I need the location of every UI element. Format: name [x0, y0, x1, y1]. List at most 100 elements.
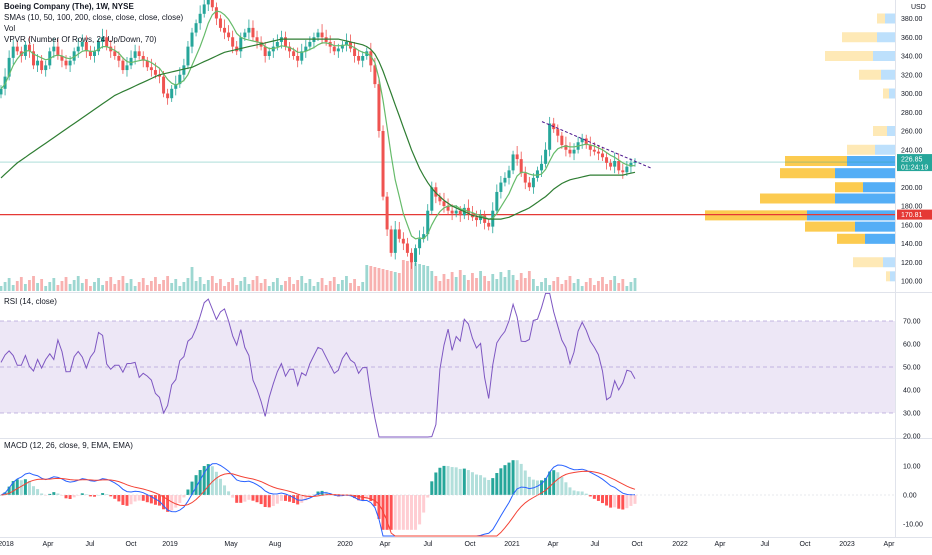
volume-bar [483, 276, 487, 291]
macd-histogram-bar [141, 495, 145, 501]
vpvr-bar-up [873, 51, 895, 61]
price-axis-tick: 360.00 [901, 35, 923, 42]
macd-histogram-bar [418, 495, 422, 525]
candle-body [316, 32, 320, 38]
candle-body [105, 37, 109, 47]
candle-body [320, 32, 324, 38]
macd-histogram-bar [434, 472, 438, 495]
macd-histogram-bar [535, 480, 539, 495]
volume-bar [597, 281, 600, 291]
macd-histogram-bar [548, 471, 552, 495]
candle-body [166, 93, 170, 99]
volume-bar [40, 279, 44, 291]
volume-bar [340, 280, 344, 291]
volume-bar [560, 284, 564, 291]
vpvr-bar-down-value-area [785, 156, 847, 166]
rsi-line [0, 292, 636, 438]
price-axis-tick: 340.00 [901, 54, 923, 61]
macd-signal-line [0, 470, 636, 537]
candle-body [527, 182, 531, 188]
candle-body [535, 170, 539, 178]
volume-bar [487, 281, 491, 291]
volume-bar [499, 272, 503, 291]
vpvr-bar-up-value-area [865, 233, 895, 244]
candle-body [629, 162, 633, 167]
volume-bar [296, 280, 300, 291]
volume-bar [7, 278, 11, 291]
vpvr-bar-down [877, 13, 885, 24]
macd-histogram-bar [68, 495, 72, 499]
candle-body [572, 149, 576, 154]
volume-bar [76, 276, 80, 291]
macd-histogram-bar [27, 481, 31, 495]
candle-body [596, 151, 600, 154]
candle-body [405, 243, 409, 253]
candle-body [7, 57, 11, 77]
volume-bar [194, 281, 198, 291]
volume-bar [84, 279, 88, 291]
candle-body [617, 161, 621, 171]
time-axis-label: Aug [269, 541, 282, 548]
volume-bar [158, 284, 161, 291]
macd-histogram-bar [560, 477, 564, 495]
volume-bar [328, 281, 332, 291]
candle-body [458, 210, 462, 216]
candle-body [450, 210, 454, 214]
volume-bar [109, 277, 113, 291]
volume-bar [162, 280, 165, 291]
volume-bar [430, 271, 434, 291]
macd-histogram-bar [263, 495, 267, 508]
volume-bar [154, 277, 157, 291]
macd-histogram-bar [576, 491, 580, 495]
candle-body [288, 46, 292, 52]
macd-histogram-bar [442, 465, 446, 495]
candle-body [23, 44, 27, 56]
rsi-legend: RSI (14, close) [4, 297, 57, 306]
macd-histogram-bar [243, 495, 247, 502]
volume-bar [170, 283, 174, 291]
macd-histogram-bar [454, 467, 458, 495]
candle-body [442, 201, 446, 206]
price-axis-tick: 100.00 [901, 279, 923, 286]
descending-trendline [541, 121, 653, 169]
macd-histogram-bar [158, 495, 161, 506]
macd-legend: MACD (12, 26, close, 9, EMA, EMA) [4, 441, 133, 450]
candle-body [385, 196, 389, 230]
macd-histogram-bar [56, 493, 60, 495]
vpvr-bar-down-value-area [780, 168, 835, 179]
volume-bar [166, 276, 170, 291]
vpvr-bar-up-value-area [847, 156, 895, 166]
candle-body [519, 159, 523, 174]
time-axis-label: Jul [86, 541, 95, 548]
volume-bar [531, 279, 535, 291]
candle-body [600, 153, 604, 158]
candle-body [239, 37, 243, 52]
volume-bar [219, 279, 222, 291]
macd-histogram-bar [605, 495, 609, 506]
macd-histogram-bar [247, 495, 251, 500]
candle-body [283, 37, 287, 47]
candle-body [381, 131, 385, 197]
vpvr-bar-down-value-area [837, 233, 865, 244]
candle-body [174, 84, 178, 89]
candle-body [556, 129, 560, 136]
vpvr-bar-down-value-area [705, 210, 807, 221]
candle-body [214, 7, 218, 19]
candle-body [340, 44, 344, 49]
volume-bar [15, 281, 19, 291]
candle-body [475, 217, 478, 221]
macd-histogram-bar [223, 485, 227, 495]
volume-bar [60, 281, 64, 291]
candle-body [44, 65, 48, 71]
volume-bar [210, 276, 214, 291]
vpvr-legend: VPVR (Number Of Rows, 24 Up/Down, 70) [4, 35, 157, 44]
candle-body [454, 210, 458, 214]
macd-histogram-bar [72, 495, 76, 498]
macd-histogram-bar [499, 468, 503, 495]
volume-bar [89, 286, 92, 291]
macd-histogram-bar [48, 493, 52, 495]
candle-body [592, 149, 596, 152]
candle-body [194, 23, 198, 33]
macd-histogram-bar [588, 495, 592, 497]
